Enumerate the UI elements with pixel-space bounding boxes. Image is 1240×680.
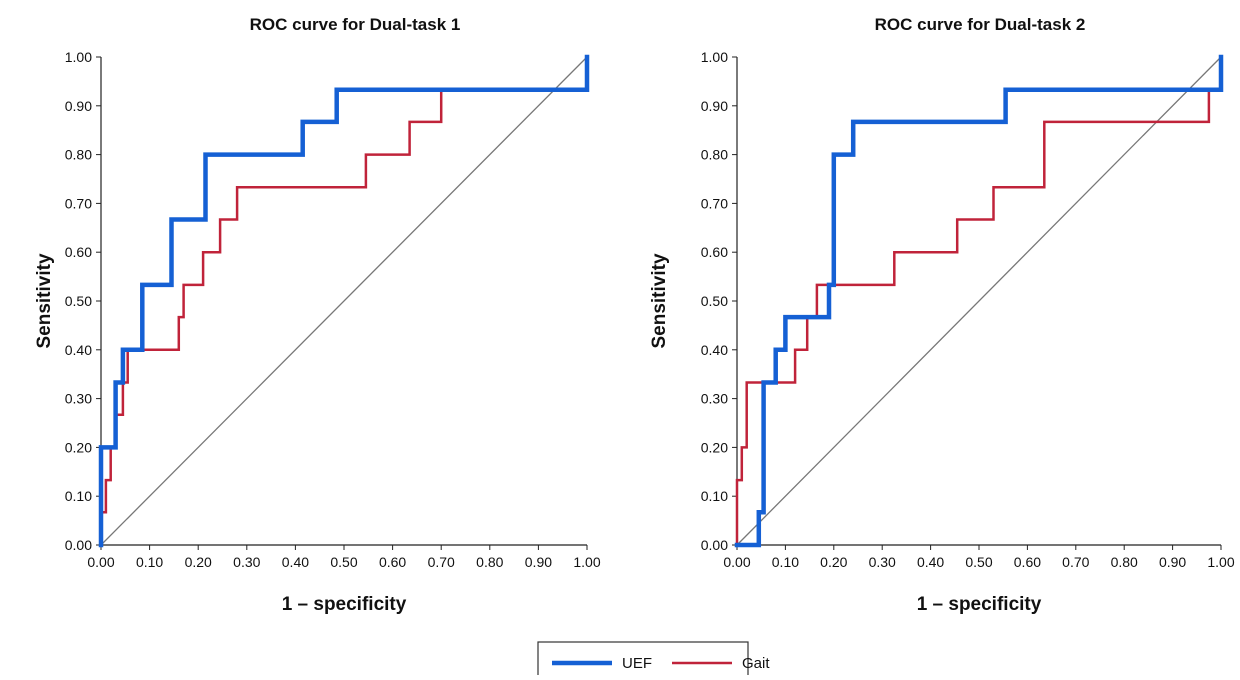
y-tick-label: 0.00 [65, 537, 92, 553]
y-tick-label: 0.60 [65, 244, 92, 260]
series-line-gait [99, 55, 589, 547]
y-axis-label: Sensitivity [34, 253, 55, 348]
y-tick-label: 0.70 [701, 195, 728, 211]
chart-title: ROC curve for Dual-task 2 [875, 15, 1086, 34]
y-tick-label: 0.00 [701, 537, 728, 553]
series-line-uef [734, 54, 1224, 548]
y-tick-label: 0.30 [65, 391, 92, 407]
legend-label-uef: UEF [622, 655, 652, 672]
series-line-uef [98, 54, 590, 548]
y-tick-label: 0.40 [701, 342, 728, 358]
x-tick-label: 1.00 [573, 554, 600, 570]
y-tick-label: 0.90 [701, 98, 728, 114]
legend: UEF Gait [537, 641, 770, 680]
reference-diagonal-line [100, 56, 588, 546]
x-tick-label: 0.70 [428, 554, 455, 570]
y-tick-label: 0.80 [701, 147, 728, 163]
y-tick-label: 0.10 [701, 488, 728, 504]
y-tick-label: 1.00 [65, 49, 92, 65]
chart-panel-dual-task-1: ROC curve for Dual-task 1 0.00 0.10 0.20 0.3… [34, 15, 601, 615]
y-tick-label: 0.90 [65, 98, 92, 114]
x-tick-label: 0.30 [869, 554, 896, 570]
y-tick-label: 0.80 [65, 147, 92, 163]
x-tick-label: 0.90 [525, 554, 552, 570]
y-axis-label: Sensitivity [649, 253, 670, 348]
x-tick-label: 0.20 [185, 554, 212, 570]
x-tick-label: 0.00 [87, 554, 114, 570]
y-tick-label: 0.20 [701, 439, 728, 455]
y-tick-label: 0.40 [65, 342, 92, 358]
x-tick-label: 0.40 [917, 554, 944, 570]
x-tick-label: 0.60 [1014, 554, 1041, 570]
y-tick-label: 0.10 [65, 488, 92, 504]
x-tick-label: 0.30 [233, 554, 260, 570]
x-tick-label: 0.10 [136, 554, 163, 570]
y-tick-label: 0.30 [701, 391, 728, 407]
y-tick-label: 0.70 [65, 195, 92, 211]
x-tick-label: 0.00 [723, 554, 750, 570]
x-tick-label: 0.50 [330, 554, 357, 570]
x-tick-label: 0.80 [476, 554, 503, 570]
x-axis-label: 1 – specificity [917, 594, 1042, 615]
chart-panel-dual-task-2: ROC curve for Dual-task 2 0.00 0.10 0.20 0.3… [649, 15, 1235, 615]
legend-label-gait: Gait [742, 655, 770, 672]
x-tick-label: 0.40 [282, 554, 309, 570]
x-tick-label: 0.70 [1062, 554, 1089, 570]
series-line-gait [735, 55, 1223, 547]
x-tick-label: 0.50 [965, 554, 992, 570]
y-tick-label: 0.50 [701, 293, 728, 309]
y-tick-label: 0.60 [701, 244, 728, 260]
chart-title: ROC curve for Dual-task 1 [250, 15, 461, 34]
x-tick-label: 0.60 [379, 554, 406, 570]
x-axis-label: 1 – specificity [282, 594, 407, 615]
x-tick-label: 0.90 [1159, 554, 1186, 570]
y-tick-label: 1.00 [701, 49, 728, 65]
x-tick-label: 0.80 [1111, 554, 1138, 570]
y-tick-label: 0.50 [65, 293, 92, 309]
y-tick-label: 0.20 [65, 439, 92, 455]
x-tick-label: 0.20 [820, 554, 847, 570]
x-tick-label: 1.00 [1207, 554, 1234, 570]
x-tick-label: 0.10 [772, 554, 799, 570]
reference-diagonal-line [736, 56, 1222, 546]
